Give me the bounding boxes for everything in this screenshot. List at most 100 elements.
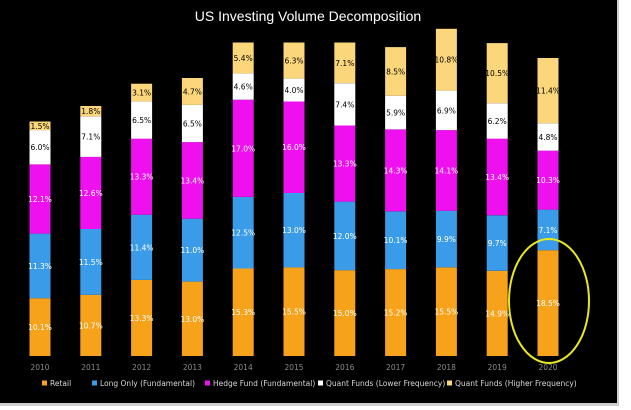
data-label-2013-s0: 13.0% [180, 315, 204, 324]
data-label-2015-s0: 15.5% [282, 308, 306, 317]
data-label-2011-s3: 7.1% [81, 133, 100, 142]
data-label-2015-s2: 16.0% [282, 143, 306, 152]
x-axis-ticks: 2010 2011 2012 2013 2014 2015 2016 2017 2018 2019… [30, 363, 557, 372]
data-label-2010-s3: 6.0% [30, 143, 49, 152]
data-label-2014-s2: 17.0% [231, 144, 255, 153]
data-label-2010-s1: 11.3% [28, 262, 52, 271]
bar-segment-2013-s0 [181, 281, 203, 356]
data-label-2014-s4: 5.4% [234, 54, 253, 63]
data-label-2017-s4: 8.5% [386, 67, 405, 76]
bar-segment-2011-s1 [80, 229, 102, 295]
data-label-2017-s3: 5.9% [386, 109, 405, 118]
data-label-2014-s1: 12.5% [231, 229, 255, 238]
bar-segment-2013-s4 [181, 78, 203, 105]
x-tick-label-2013: 2013 [183, 363, 202, 372]
highlight-ellipse [508, 238, 590, 364]
bar-segment-2018-s0 [435, 267, 457, 356]
data-label-2013-s4: 4.7% [183, 87, 202, 96]
data-label-2017-s0: 15.2% [384, 309, 408, 318]
bar-segment-2016-s0 [334, 270, 356, 356]
x-tick-label-2015: 2015 [284, 363, 303, 372]
data-label-2013-s3: 6.5% [183, 120, 202, 129]
data-label-2019-s3: 6.2% [488, 117, 507, 126]
bar-segment-2020-s3 [537, 123, 559, 151]
bar-segment-2017-s3 [385, 95, 407, 130]
bar-segment-2010-s1 [29, 233, 51, 299]
legend-swatch-0 [42, 380, 47, 386]
chart-title: US Investing Volume Decomposition [195, 8, 421, 24]
legend-swatch-4 [447, 380, 452, 386]
data-label-2018-s3: 6.9% [437, 106, 456, 115]
data-label-2018-s4: 10.8% [434, 56, 458, 65]
bar-segment-2014-s4 [232, 42, 254, 74]
bar-segment-2016-s3 [334, 83, 356, 126]
data-label-2019-s4: 10.5% [485, 69, 509, 78]
data-label-2011-s4: 1.8% [81, 107, 100, 116]
x-tick-label-2018: 2018 [437, 363, 456, 372]
bar-segment-2012-s0 [131, 279, 153, 356]
data-label-2016-s0: 15.0% [333, 309, 357, 318]
bar-segment-2018-s1 [435, 210, 457, 268]
bar-segment-2013-s2 [181, 142, 203, 219]
data-label-2019-s0: 14.9% [485, 309, 509, 318]
data-label-2012-s4: 3.1% [132, 89, 151, 98]
bar-segment-2019-s3 [486, 103, 508, 139]
data-label-2019-s1: 9.7% [488, 239, 507, 248]
bar-segment-2012-s4 [131, 83, 153, 102]
bar-segment-2013-s1 [181, 218, 203, 282]
x-tick-label-2016: 2016 [335, 363, 354, 372]
data-label-2018-s2: 14.1% [434, 166, 458, 175]
data-label-2012-s1: 11.4% [130, 243, 154, 252]
x-tick-label-2020: 2020 [538, 363, 557, 372]
bar-segment-2015-s2 [283, 101, 305, 193]
x-tick-label-2012: 2012 [132, 363, 151, 372]
data-label-2011-s0: 10.7% [79, 321, 103, 330]
data-label-2015-s3: 4.0% [284, 86, 303, 95]
bar-segment-2016-s2 [334, 125, 356, 202]
bar-segment-2011-s2 [80, 156, 102, 229]
bar-segment-2015-s0 [283, 267, 305, 356]
bar-segment-2019-s4 [486, 43, 508, 104]
data-label-2019-s2: 13.4% [485, 173, 509, 182]
bars-group: 10.1% 11.3% 12.1% 6.0% 1.5% 10.7% 11.5% 12.6% 7.… [28, 28, 560, 356]
bar-segment-2010-s3 [29, 130, 51, 165]
bar-segment-2020-s0 [537, 250, 559, 356]
bar-segment-2010-s0 [29, 298, 51, 356]
bar-segment-2014-s3 [232, 73, 254, 100]
highlight-group [508, 238, 590, 364]
bar-segment-2012-s2 [131, 138, 153, 215]
data-label-2018-s1: 9.9% [437, 235, 456, 244]
legend-label-4: Quant Funds (Higher Frequency) [455, 379, 577, 388]
bar-segment-2018-s3 [435, 90, 457, 131]
legend: Retail Long Only (Fundamental) Hedge Fund … [42, 379, 577, 388]
data-label-2017-s1: 10.1% [384, 236, 408, 245]
bar-segment-2012-s1 [131, 214, 153, 280]
bar-segment-2014-s0 [232, 268, 254, 356]
bar-segment-2017-s0 [385, 269, 407, 356]
data-label-2010-s2: 12.1% [28, 195, 52, 204]
bar-segment-2016-s4 [334, 42, 356, 84]
bar-segment-2020-s4 [537, 58, 559, 124]
data-label-2011-s1: 11.5% [79, 258, 103, 267]
bar-segment-2013-s3 [181, 104, 203, 143]
legend-label-2: Hedge Fund (Fundamental) [213, 379, 315, 388]
data-label-2016-s2: 13.3% [333, 160, 357, 169]
bar-segment-2019-s1 [486, 215, 508, 271]
x-tick-label-2011: 2011 [81, 363, 100, 372]
data-label-2020-s2: 10.3% [536, 176, 560, 185]
chart-frame: US Investing Volume Decomposition 10.1% 1… [0, 0, 619, 406]
bar-segment-2015-s4 [283, 42, 305, 79]
bar-segment-2017-s1 [385, 211, 407, 270]
data-label-2017-s2: 14.3% [384, 166, 408, 175]
bar-segment-2014-s1 [232, 197, 254, 269]
data-label-2012-s2: 13.3% [130, 173, 154, 182]
data-label-2014-s0: 15.3% [231, 308, 255, 317]
bar-segment-2015-s1 [283, 193, 305, 268]
bar-segment-2018-s2 [435, 130, 457, 211]
bar-segment-2016-s1 [334, 201, 356, 271]
x-tick-label-2010: 2010 [30, 363, 49, 372]
bar-segment-2010-s2 [29, 164, 51, 234]
data-label-2020-s1: 7.1% [538, 226, 557, 235]
data-label-2014-s3: 4.6% [234, 83, 253, 92]
bar-segment-2017-s4 [385, 47, 407, 96]
